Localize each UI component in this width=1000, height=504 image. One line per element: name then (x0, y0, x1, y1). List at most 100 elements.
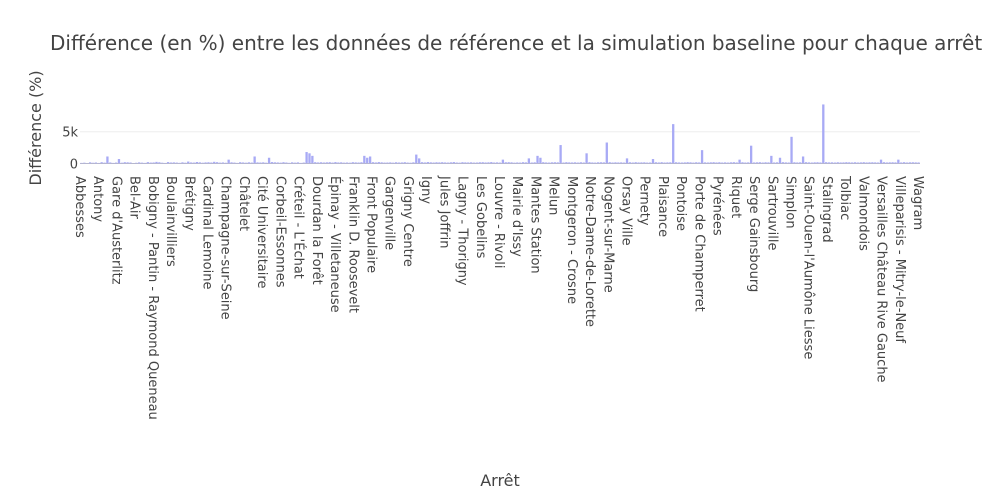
bar (727, 163, 729, 164)
bar (456, 163, 458, 164)
bar (571, 162, 573, 163)
bar (395, 162, 397, 163)
bar (294, 163, 296, 164)
bar (710, 162, 712, 163)
x-tick-label: Boulainvilliers (163, 176, 178, 267)
bar (915, 162, 917, 163)
bar (291, 162, 293, 163)
bar (603, 162, 605, 163)
bar (412, 162, 414, 163)
x-tick-label: Orsay Ville (619, 176, 634, 246)
bar (193, 163, 195, 164)
bar (297, 162, 299, 163)
bar (308, 153, 310, 163)
bar (816, 162, 818, 163)
bar (222, 162, 224, 163)
bar (225, 163, 227, 164)
bar (343, 163, 345, 164)
bar (854, 162, 856, 163)
bar (525, 162, 527, 163)
bar (643, 162, 645, 163)
bar (692, 163, 694, 164)
bar (678, 162, 680, 163)
bar (877, 163, 879, 164)
x-tick-label: Champagne-sur-Seine (218, 176, 233, 320)
bar (597, 162, 599, 163)
bar (331, 163, 333, 164)
bar (230, 162, 232, 163)
bar (352, 162, 354, 163)
x-tick-label: Franklin D. Roosevelt (345, 176, 360, 313)
bar (698, 162, 700, 163)
bar (585, 153, 587, 163)
chart-title: Différence (en %) entre les données de r… (50, 31, 982, 55)
bar (701, 150, 703, 163)
bar (666, 162, 668, 163)
bar (557, 162, 559, 163)
bar (865, 162, 867, 163)
bar (863, 162, 865, 163)
x-tick-label: Antony (90, 176, 105, 222)
bar (138, 162, 140, 163)
bar (378, 162, 380, 163)
bar (536, 156, 538, 164)
bar (744, 163, 746, 164)
bar (406, 163, 408, 164)
bar (756, 162, 758, 163)
bar (738, 160, 740, 164)
bar (228, 160, 230, 164)
x-tick-label: Versailles Château Rive Gauche (874, 176, 889, 383)
bar (219, 163, 221, 164)
bar (785, 162, 787, 163)
bar (747, 162, 749, 163)
bar (871, 162, 873, 163)
bar (187, 162, 189, 164)
bar (580, 162, 582, 163)
bar (880, 160, 882, 164)
bar (256, 162, 258, 163)
x-tick-label: Villeparisis - Mitry-le-Neuf (892, 176, 907, 343)
bar (126, 162, 128, 163)
bar (894, 162, 896, 163)
bar (392, 163, 394, 164)
bar (802, 156, 804, 163)
bar (617, 162, 619, 163)
bar (277, 162, 279, 163)
bar (629, 162, 631, 163)
bar (167, 162, 169, 163)
x-tick-label: Cité Universitaire (254, 176, 269, 288)
bar (271, 162, 273, 163)
bar (620, 162, 622, 163)
x-tick-label: Riquet (728, 176, 743, 218)
bar (404, 162, 406, 163)
bar (444, 162, 446, 163)
bar (499, 163, 501, 164)
bar (889, 162, 891, 163)
bar (891, 162, 893, 163)
bar (109, 162, 111, 163)
bar (640, 162, 642, 163)
x-tick-label: Abbesses (72, 176, 87, 238)
bar (401, 162, 403, 163)
bar (164, 163, 166, 164)
bar (349, 163, 351, 164)
bar (490, 162, 492, 163)
bar (196, 162, 198, 163)
bar (712, 162, 714, 163)
bar (805, 162, 807, 163)
bar (129, 163, 131, 164)
bar (190, 162, 192, 163)
x-tick-label: Dourdan la Forêt (309, 176, 324, 285)
bar (848, 162, 850, 163)
bar (704, 162, 706, 163)
bar (334, 162, 336, 163)
x-tick-label: Épinay - Villetaneuse (327, 176, 343, 313)
x-tick-label: Cardinal Lemoine (200, 176, 215, 289)
bar (533, 162, 535, 163)
bar (632, 163, 634, 164)
bar (242, 162, 244, 163)
bar (239, 162, 241, 163)
bar (389, 162, 391, 163)
bar (562, 163, 564, 164)
